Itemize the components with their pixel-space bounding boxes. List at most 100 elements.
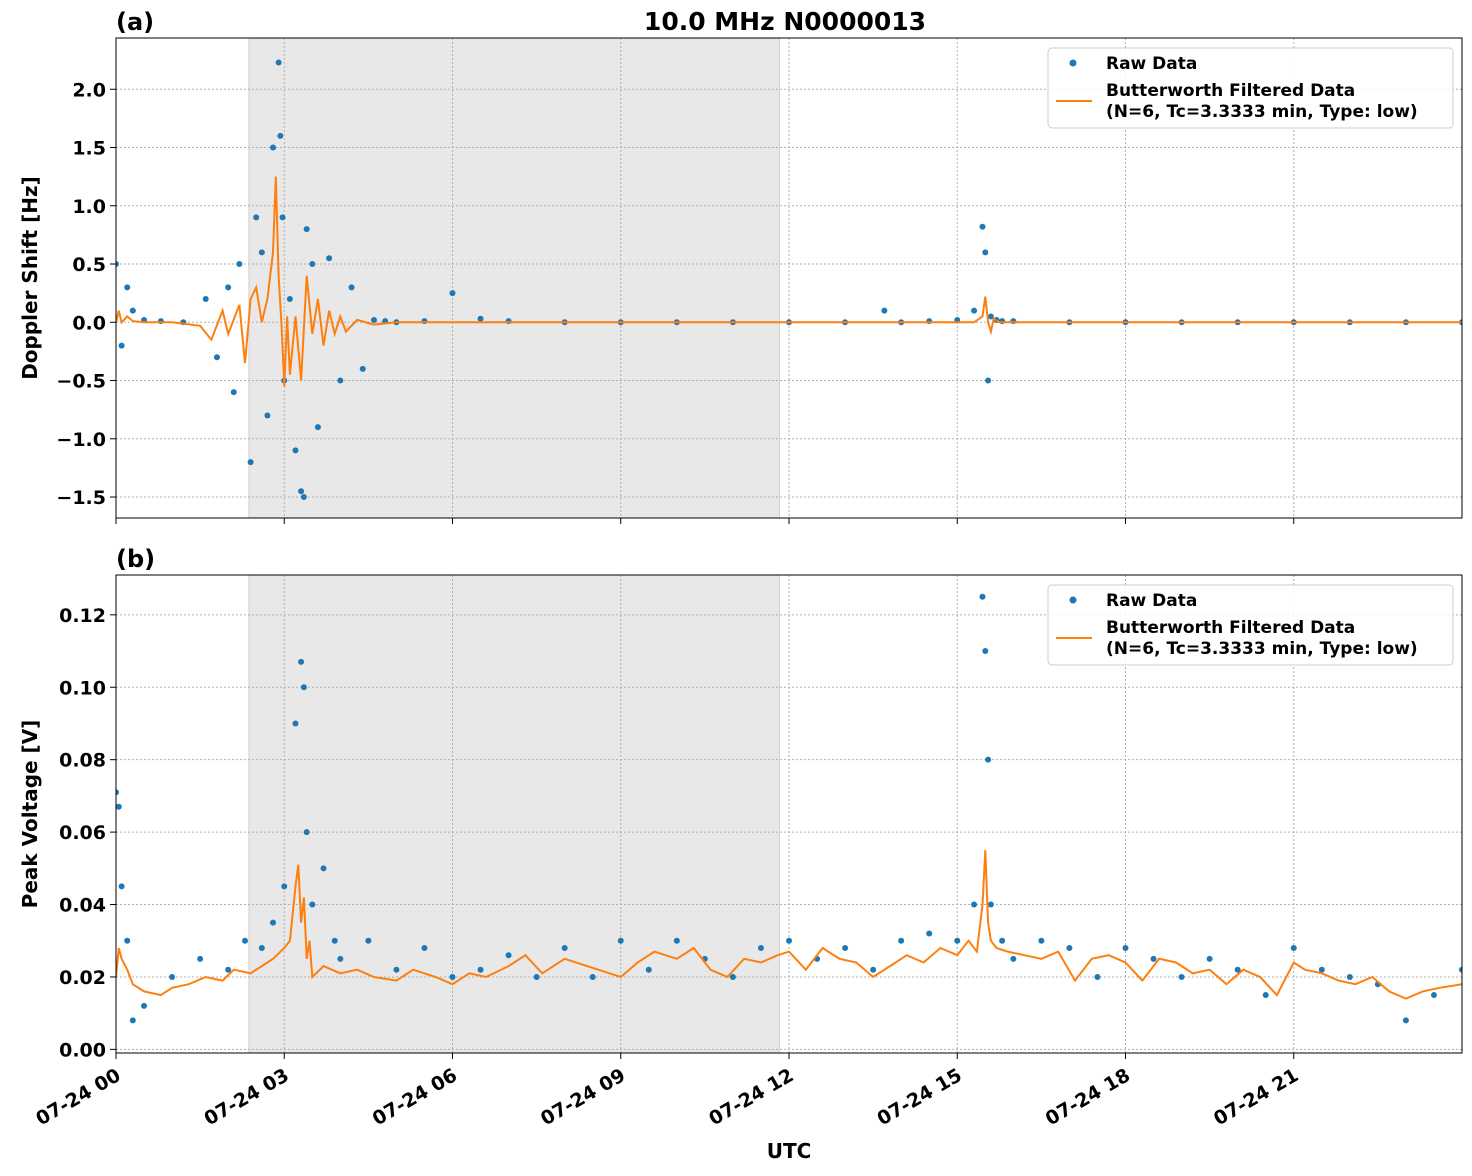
panel-b-raw-point [999,937,1006,944]
panel-b-raw-point [197,955,204,962]
panel-b-raw-point [393,966,400,973]
panel-b-ytick-label: 0.10 [59,677,106,699]
panel-a-raw-point [449,290,456,297]
panel-b-ytick-label: 0.00 [59,1039,106,1061]
panel-b-raw-point [477,966,484,973]
panel-b-raw-point [1178,973,1185,980]
panel-b-raw-point [116,789,119,796]
panel-b-raw-point [757,944,764,951]
panel-b-raw-point [1346,973,1353,980]
panel-b-raw-point [979,593,986,600]
panel-b-ytick-label: 0.08 [59,750,106,772]
panel-b-raw-point [673,937,680,944]
panel-a-raw-point [270,144,277,151]
panel-a-raw-point [982,249,989,256]
panel-a-raw-point [359,365,366,372]
panel-b-raw-point [1038,937,1045,944]
panel-b-raw-data-series [116,593,1462,1024]
panel-a-raw-point [987,313,994,320]
panel-b-raw-point [421,944,428,951]
panel-a-raw-point [129,307,136,314]
panel-a-raw-point [286,295,293,302]
xtick-label: 07-24 21 [1210,1064,1302,1130]
panel-a-raw-point [202,295,209,302]
panel-b-raw-point [561,944,568,951]
panel-b-raw-point [292,720,299,727]
panel-b-raw-point [1318,966,1325,973]
x-axis-label: UTC [767,1139,812,1163]
panel-a-raw-point [314,424,321,431]
panel-a-legend-filtered-label: Butterworth Filtered Data [1106,81,1355,101]
panel-a-legend-raw-marker [1069,59,1077,67]
panel-b-raw-point [870,966,877,973]
panel-b-raw-point [645,966,652,973]
panel-b-raw-point [971,901,978,908]
panel-b-ylabel: Peak Voltage [V] [18,720,42,909]
panel-b-raw-point [1122,944,1129,951]
panel-b-raw-point [337,955,344,962]
panel-b-raw-point [1066,944,1073,951]
panel-a-raw-point [118,342,125,349]
panel-a-raw-point [303,226,310,233]
panel-b-raw-point [1094,973,1101,980]
panel-b-filtered-line [116,850,1462,1000]
panel-b-raw-point [954,937,961,944]
panel-b-raw-point [298,658,305,665]
panel-b-raw-point [533,973,540,980]
panel-a-raw-point [230,389,237,396]
panel-b-raw-point [987,901,994,908]
panel-b-raw-point [1290,944,1297,951]
panel-b-raw-point [124,937,131,944]
figure-title: 10.0 MHz N0000013 [644,7,926,36]
panel-a-raw-point [258,249,265,256]
panel-a-raw-point [247,459,254,466]
panel-a-raw-point [264,412,271,419]
panel-b-ytick-label: 0.04 [59,895,106,917]
panel-a-raw-point [116,261,119,268]
panel-b-raw-point [303,829,310,836]
panel-b-raw-point [985,756,992,763]
panel-a-ytick-label: −0.5 [56,371,106,393]
panel-a-plot: −1.5 −1.0 −0.5 0.0 0.5 1.0 1.5 2.0 Raw Data Butte… [56,37,1463,524]
xtick-label: 07-24 15 [873,1064,965,1130]
panel-b-raw-point [505,952,512,959]
panel-b-raw-point [729,973,736,980]
panel-b-legend-raw-label: Raw Data [1106,591,1197,611]
panel-a-raw-point [236,261,243,268]
panel-b-raw-point [118,883,125,890]
panel-a-raw-point [279,214,286,221]
panel-b-legend-raw-marker [1069,596,1077,604]
panel-b-raw-point [116,803,122,810]
panel-b-legend-filtered-label: Butterworth Filtered Data [1106,618,1355,638]
panel-a-raw-point [337,377,344,384]
panel-b-raw-point [589,973,596,980]
panel-b-raw-point [1150,955,1157,962]
panel-b-plot: 0.00 0.02 0.04 0.06 0.08 0.10 0.12 07-24 00 07-2… [32,574,1463,1130]
xtick-label: 07-24 12 [705,1064,797,1130]
xtick-label: 07-24 09 [537,1064,629,1130]
panel-b-raw-point [281,883,288,890]
xtick-label: 07-24 18 [1042,1064,1134,1130]
panel-a-raw-point [348,284,355,291]
panel-b-raw-point [449,973,456,980]
panel-a-legend-raw-label: Raw Data [1106,54,1197,74]
panel-a-raw-point [225,284,232,291]
panel-a-ytick-label: 1.5 [72,138,106,160]
panel-a-ytick-label: 0.0 [72,312,106,334]
panel-a-raw-point [213,354,220,361]
panel-a-raw-point [277,132,284,139]
panel-a-raw-point [253,214,260,221]
panel-a-ytick-label: 2.0 [72,79,106,101]
panel-a-raw-point [326,255,333,262]
panel-b-raw-point [842,944,849,951]
panel-b-legend: Raw Data Butterworth Filtered Data(N=6, T… [1047,584,1454,666]
panel-a-raw-point [370,316,377,323]
xtick-label: 07-24 06 [369,1064,461,1130]
panel-a-raw-point [298,488,305,495]
panel-b-raw-point [309,901,316,908]
panel-b-raw-point [331,937,338,944]
panel-b-raw-point [258,944,265,951]
panel-b-raw-point [300,684,307,691]
panel-b-ytick-label: 0.12 [59,605,106,627]
